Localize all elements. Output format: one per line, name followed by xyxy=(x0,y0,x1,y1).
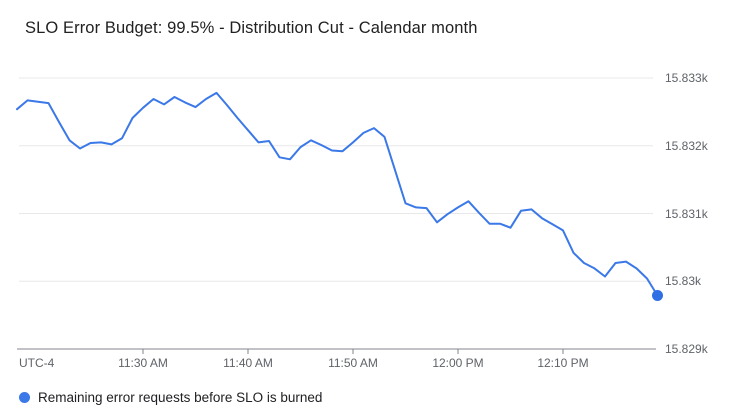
chart-title: SLO Error Budget: 99.5% - Distribution C… xyxy=(25,19,478,37)
series-line xyxy=(16,91,659,297)
latest-point-marker xyxy=(652,289,663,301)
legend-series-label: Remaining error requests before SLO is b… xyxy=(38,390,323,405)
legend-item[interactable]: Remaining error requests before SLO is b… xyxy=(19,390,322,405)
legend-series-dot-icon xyxy=(19,392,30,403)
